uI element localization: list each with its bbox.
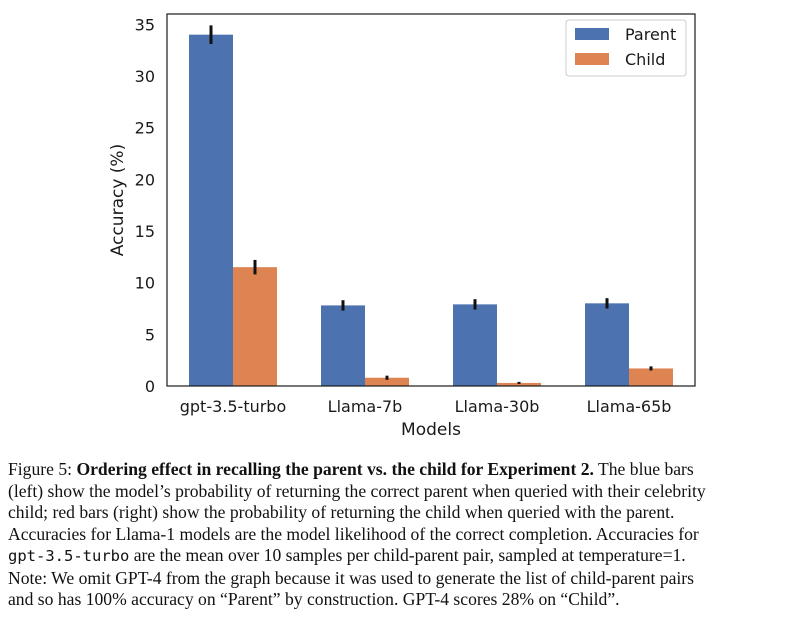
y-tick-label: 10 <box>135 274 155 293</box>
y-tick-label: 5 <box>145 325 155 344</box>
caption-line-6: Note: We omit GPT-4 from the graph becau… <box>8 567 695 588</box>
bar-child-llama-7b <box>365 377 409 386</box>
caption-line-1-rest: The blue bars <box>598 459 694 479</box>
y-tick-label: 15 <box>135 222 155 241</box>
caption-code: gpt-3.5-turbo <box>8 547 130 565</box>
bar-child-llama-30b <box>497 382 541 386</box>
bar-parent-llama-65b <box>585 303 629 386</box>
x-tick-label: Llama-65b <box>587 397 672 416</box>
x-tick-label: Llama-7b <box>328 397 403 416</box>
y-axis-ticks: 0 5 10 15 20 25 30 35 <box>135 15 155 396</box>
y-tick-label: 35 <box>135 15 155 34</box>
bar-parent-llama-7b <box>321 305 365 386</box>
x-tick-label: gpt-3.5-turbo <box>180 397 287 416</box>
legend-label-child: Child <box>625 50 665 69</box>
y-axis-label: Accuracy (%) <box>108 144 128 256</box>
legend-swatch-child <box>575 53 609 65</box>
caption-line-1: Figure 5: Ordering effect in recalling t… <box>8 459 798 481</box>
legend-swatch-parent <box>575 28 609 40</box>
y-tick-label: 20 <box>135 170 155 189</box>
caption-line-3: child; red bars (right) show the probabi… <box>8 502 675 522</box>
caption-line-4: Accuracies for Llama-1 models are the mo… <box>8 523 699 544</box>
legend: Parent Child <box>565 19 687 77</box>
bar-child-llama-65b <box>629 368 673 386</box>
x-axis-label: Models <box>401 420 461 440</box>
y-tick-label: 0 <box>145 377 155 396</box>
x-tick-label: Llama-30b <box>455 397 540 416</box>
caption-line-7: and so has 100% accuracy on “Parent” by … <box>8 589 620 609</box>
bar-child-gpt-3.5-turbo <box>233 267 277 386</box>
caption-line-2: (left) show the model’s probability of r… <box>8 480 706 501</box>
bar-parent-llama-30b <box>453 304 497 386</box>
caption-line-5-rest: are the mean over 10 samples per child-p… <box>133 545 686 565</box>
caption-title: Ordering effect in recalling the parent … <box>76 459 594 479</box>
caption-label: Figure 5: <box>8 459 73 479</box>
plot-frame <box>166 13 696 387</box>
bar-parent-gpt-3.5-turbo <box>189 34 233 387</box>
caption-line-5: gpt-3.5-turbo are the mean over 10 sampl… <box>8 545 798 568</box>
y-tick-label: 30 <box>135 67 155 86</box>
error-bars-layer <box>209 25 653 384</box>
bars-layer <box>189 34 673 387</box>
legend-label-parent: Parent <box>625 25 676 44</box>
bar-chart: 0 5 10 15 20 25 30 35 gpt-3.5-turbo Llama-7b Llam… <box>108 13 696 440</box>
y-tick-label: 25 <box>135 119 155 138</box>
x-axis-ticks: gpt-3.5-turbo Llama-7b Llama-30b Llama-65b <box>180 397 672 416</box>
figure-caption: Figure 5: Ordering effect in recalling t… <box>8 459 798 611</box>
